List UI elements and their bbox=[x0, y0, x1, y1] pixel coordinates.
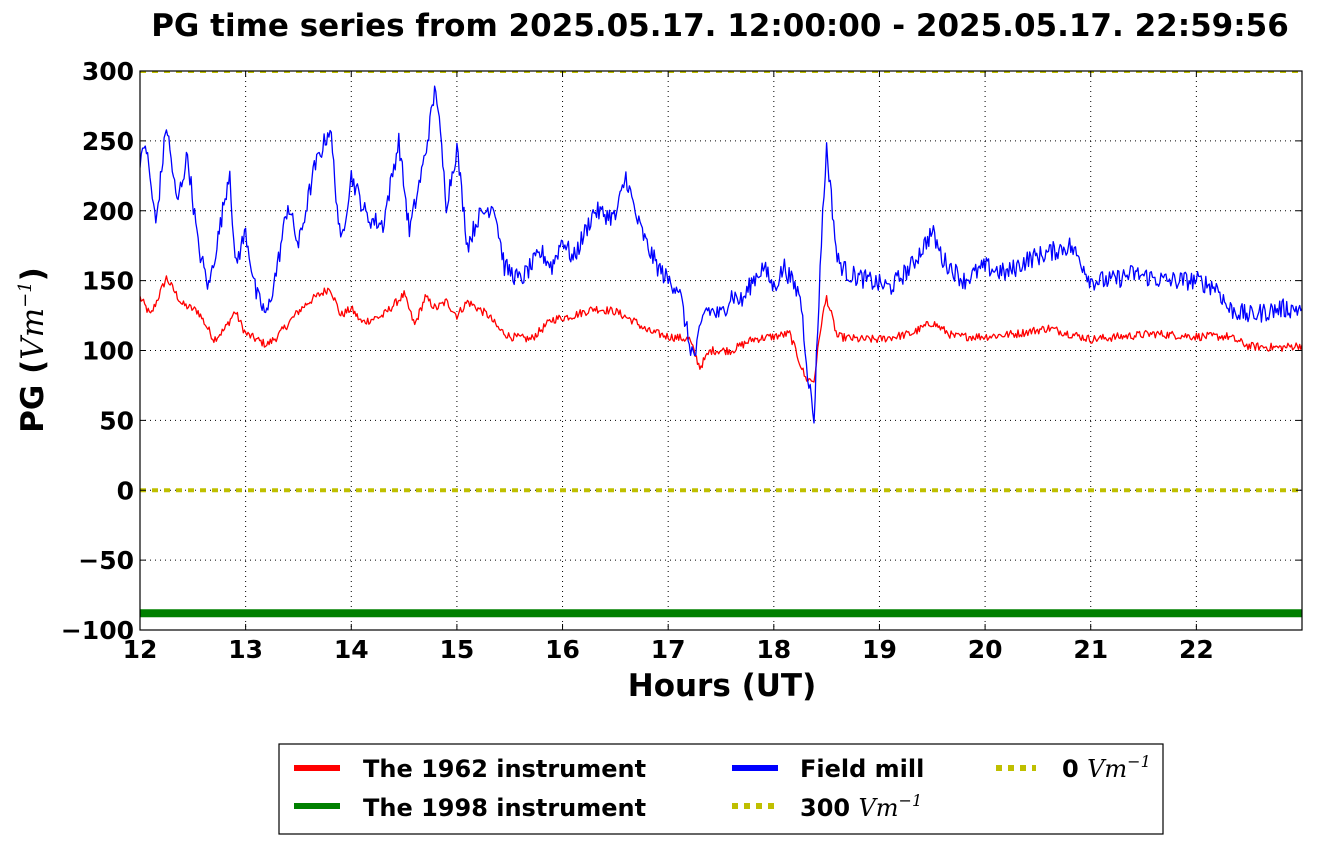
legend-box bbox=[278, 743, 1164, 835]
series-layer bbox=[140, 71, 1302, 618]
legend-label: 300 Vm−1 bbox=[800, 791, 922, 822]
y-tick-label: 300 bbox=[82, 57, 134, 86]
series-line-field-mill bbox=[140, 85, 1302, 424]
legend-entry-1962: The 1962 instrument bbox=[294, 755, 646, 783]
legend-label: The 1962 instrument bbox=[363, 755, 646, 783]
y-tick-label: 50 bbox=[99, 406, 134, 435]
x-tick-label: 19 bbox=[862, 635, 897, 664]
x-tick-label: 21 bbox=[1073, 635, 1108, 664]
series-line-the-1962-instrument bbox=[140, 275, 1302, 383]
legend-label: The 1998 instrument bbox=[363, 794, 646, 822]
y-axis-label-unit: Vm bbox=[15, 308, 51, 360]
legend-label: Field mill bbox=[800, 755, 924, 783]
legend-entry-1998: The 1998 instrument bbox=[294, 794, 646, 822]
y-tick-label: 100 bbox=[82, 337, 134, 366]
y-tick-label: 150 bbox=[82, 267, 134, 296]
y-axis-label-exponent: −1 bbox=[15, 281, 36, 308]
y-axis-label-text: PG ( bbox=[15, 360, 51, 433]
x-tick-label: 15 bbox=[440, 635, 475, 664]
legend-label: 0 Vm−1 bbox=[1062, 752, 1151, 783]
y-axis-label-close: ) bbox=[15, 267, 51, 281]
x-tick-label: 12 bbox=[123, 635, 158, 664]
legend: The 1962 instrument The 1998 instrument … bbox=[278, 743, 1164, 835]
y-tick-label: −100 bbox=[61, 616, 134, 645]
legend-entry-field-mill: Field mill bbox=[732, 755, 924, 783]
x-tick-label: 13 bbox=[228, 635, 263, 664]
x-tick-label: 17 bbox=[651, 635, 686, 664]
x-axis-ticks: 12 13 14 15 16 17 18 19 20 21 22 bbox=[123, 71, 1214, 664]
y-tick-label: 0 bbox=[117, 476, 134, 505]
x-axis-label: Hours (UT) bbox=[628, 668, 817, 704]
legend-entry-300: 300 Vm−1 bbox=[732, 791, 922, 822]
legend-entry-0: 0 Vm−1 bbox=[996, 752, 1151, 783]
chart-title: PG time series from 2025.05.17. 12:00:00… bbox=[151, 8, 1289, 44]
x-tick-label: 20 bbox=[968, 635, 1003, 664]
y-tick-label: 200 bbox=[82, 197, 134, 226]
x-tick-label: 16 bbox=[545, 635, 580, 664]
y-axis-ticks: −100 −50 0 50 100 150 200 250 300 bbox=[61, 57, 1302, 645]
x-tick-label: 18 bbox=[756, 635, 791, 664]
x-tick-label: 14 bbox=[334, 635, 369, 664]
y-axis-label: PG (Vm−1) bbox=[15, 267, 51, 433]
y-tick-label: 250 bbox=[82, 127, 134, 156]
y-tick-label: −50 bbox=[78, 546, 134, 575]
x-tick-label: 22 bbox=[1179, 635, 1214, 664]
